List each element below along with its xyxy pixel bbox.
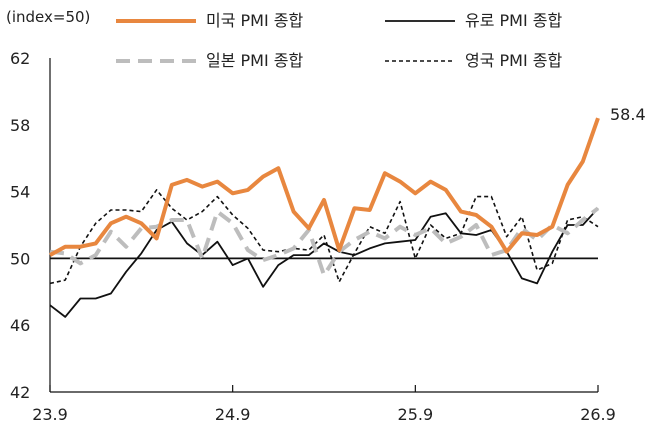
y-tick-label: 62: [10, 49, 30, 68]
x-tick-label: 23.9: [32, 405, 68, 424]
legend-label: 일본 PMI 종합: [206, 51, 304, 70]
y-tick-label: 58: [10, 116, 30, 135]
legend-label: 영국 PMI 종합: [465, 51, 563, 70]
x-tick-label: 25.9: [398, 405, 434, 424]
y-unit-label: (index=50): [6, 8, 90, 26]
x-tick-label: 24.9: [215, 405, 251, 424]
y-tick-label: 54: [10, 183, 30, 202]
x-tick-label: 26.9: [580, 405, 616, 424]
legend-label: 미국 PMI 종합: [206, 11, 304, 30]
series-line-3: [49, 189, 599, 285]
last-value-annotation: 58.4: [610, 105, 646, 124]
y-tick-label: 50: [10, 249, 30, 268]
series-line-0: [49, 117, 600, 257]
x-axis: 23.9 24.9 25.9 26.9: [32, 58, 616, 424]
legend-label: 유로 PMI 종합: [465, 11, 563, 30]
plot-area: [49, 117, 600, 318]
y-tick-label: 42: [10, 383, 30, 402]
y-tick-label: 46: [10, 316, 30, 335]
y-axis-tick-labels: 42 46 50 54 58 62: [10, 49, 30, 402]
